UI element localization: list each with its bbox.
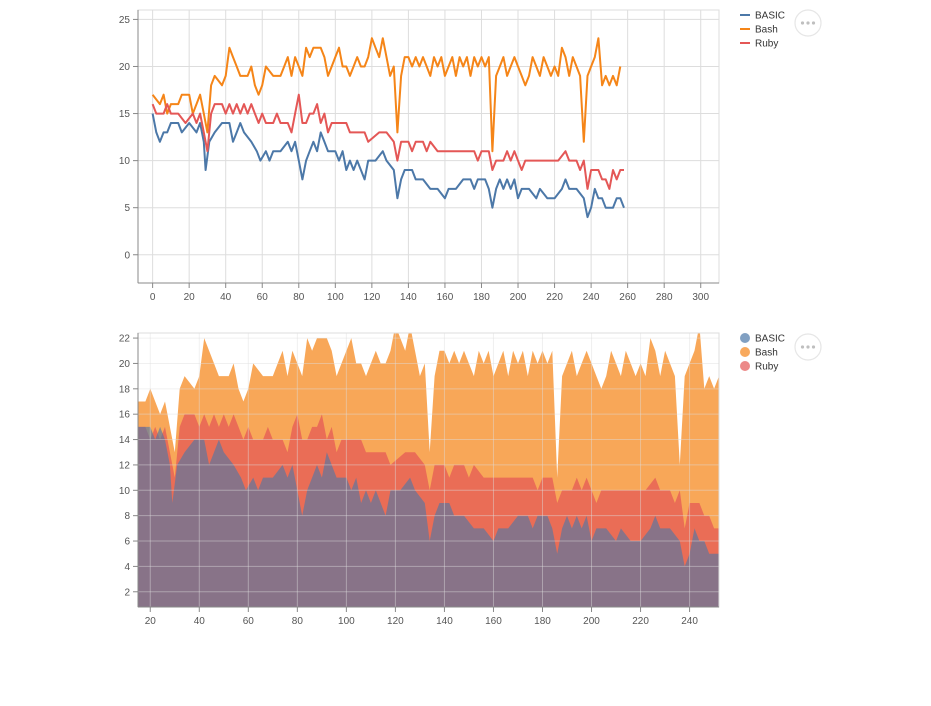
- area-chart-x-tick-label: 20: [145, 616, 157, 627]
- line-chart-legend-item: BASIC: [740, 11, 785, 22]
- area-chart-legend-swatch: [740, 347, 750, 357]
- area-chart-legend-label: Ruby: [755, 362, 778, 373]
- area-chart-y-tick-label: 4: [124, 562, 130, 573]
- line-chart-legend-item: Ruby: [740, 39, 778, 50]
- series-area-basic: [138, 426, 719, 607]
- area-chart-legend-swatch: [740, 361, 750, 371]
- area-chart-legend-label: Bash: [755, 348, 778, 359]
- line-chart-x-tick-label: 100: [327, 292, 344, 303]
- line-chart-x-tick-label: 120: [364, 292, 381, 303]
- area-chart-legend-item: Bash: [740, 347, 778, 359]
- line-chart-legend-label: Ruby: [755, 39, 778, 50]
- line-chart-x-tick-label: 20: [184, 292, 196, 303]
- area-chart-legend-item: Ruby: [740, 361, 778, 373]
- area-chart-x-tick-label: 200: [583, 616, 600, 627]
- line-chart-y-tick-label: 5: [124, 203, 130, 214]
- line-chart-x-tick-label: 80: [293, 292, 305, 303]
- area-chart-y-tick-label: 14: [119, 435, 131, 446]
- line-chart-x-tick-label: 40: [220, 292, 232, 303]
- area-chart-x-tick-label: 220: [632, 616, 649, 627]
- area-chart-y-tick-label: 12: [119, 460, 131, 471]
- area-chart-y-tick-label: 20: [119, 359, 131, 370]
- line-chart-x-tick-label: 240: [583, 292, 600, 303]
- line-chart-y-tick-label: 10: [119, 156, 131, 167]
- area-chart-legend: BASIC Bash Ruby: [740, 333, 785, 373]
- area-chart-x-tick-label: 160: [485, 616, 502, 627]
- area-chart-y-tick-label: 2: [124, 587, 130, 598]
- series-line-ruby: [151, 93, 624, 190]
- line-chart-x-tick-label: 280: [656, 292, 673, 303]
- area-chart-y-tick-label: 10: [119, 486, 131, 497]
- line-chart-legend-label: Bash: [755, 25, 778, 36]
- line-chart-legend-item: Bash: [740, 25, 778, 36]
- line-chart-axes: 0 20 40 60 80 100 120 140 160 180 200 220 240 260 280 3…: [119, 10, 719, 303]
- area-chart-x-tick-label: 80: [292, 616, 304, 627]
- line-chart-legend: BASIC Bash Ruby: [740, 11, 785, 50]
- line-chart-legend-label: BASIC: [755, 11, 785, 22]
- ellipsis-icon: [800, 21, 816, 25]
- ellipsis-icon: [800, 345, 816, 349]
- line-chart-x-tick-label: 200: [510, 292, 527, 303]
- line-chart-y-tick-label: 0: [124, 250, 130, 261]
- line-chart-x-tick-label: 260: [619, 292, 636, 303]
- line-chart-y-tick-label: 20: [119, 62, 131, 73]
- line-chart: 0 20 40 60 80 100 120 140 160 180 200 220 240 260 280 3…: [119, 9, 822, 303]
- area-chart-legend-swatch: [740, 333, 750, 343]
- area-chart-x-tick-label: 120: [387, 616, 404, 627]
- area-chart-y-tick-label: 18: [119, 384, 131, 395]
- area-chart-y-tick-label: 6: [124, 537, 130, 548]
- line-chart-x-tick-label: 140: [400, 292, 417, 303]
- chart-actions-button-2[interactable]: [794, 333, 822, 361]
- area-chart-x-tick-label: 180: [534, 616, 551, 627]
- area-chart-x-tick-label: 100: [338, 616, 355, 627]
- area-chart-legend-item: BASIC: [740, 333, 785, 345]
- line-chart-x-tick-label: 180: [473, 292, 490, 303]
- line-chart-x-tick-label: 300: [692, 292, 709, 303]
- area-chart-x-tick-label: 140: [436, 616, 453, 627]
- area-chart-grid: [137, 332, 720, 608]
- area-chart-x-tick-label: 60: [243, 616, 255, 627]
- area-chart-legend-label: BASIC: [755, 334, 785, 345]
- area-chart-y-tick-label: 8: [124, 511, 130, 522]
- area-chart-y-tick-label: 16: [119, 410, 131, 421]
- chart-actions-button[interactable]: [794, 9, 822, 37]
- series-line-bash: [151, 37, 622, 153]
- line-chart-plot: [151, 37, 625, 219]
- series-line-basic: [151, 113, 625, 219]
- area-chart: 20 40 60 80 100 120 140 160 180 200 220 240 2 4 6 8 10 12…: [119, 332, 822, 627]
- area-chart-axes: 20 40 60 80 100 120 140 160 180 200 220 240 2 4 6 8 10 12…: [119, 333, 719, 627]
- area-chart-y-tick-label: 22: [119, 334, 131, 345]
- line-chart-x-tick-label: 60: [257, 292, 269, 303]
- line-chart-x-tick-label: 0: [150, 292, 156, 303]
- line-chart-y-tick-label: 15: [119, 109, 131, 120]
- area-chart-plot: [138, 333, 719, 607]
- line-chart-x-tick-label: 160: [437, 292, 454, 303]
- area-chart-x-tick-label: 240: [681, 616, 698, 627]
- line-chart-x-tick-label: 220: [546, 292, 563, 303]
- line-chart-y-tick-label: 25: [119, 15, 131, 26]
- area-chart-x-tick-label: 40: [194, 616, 206, 627]
